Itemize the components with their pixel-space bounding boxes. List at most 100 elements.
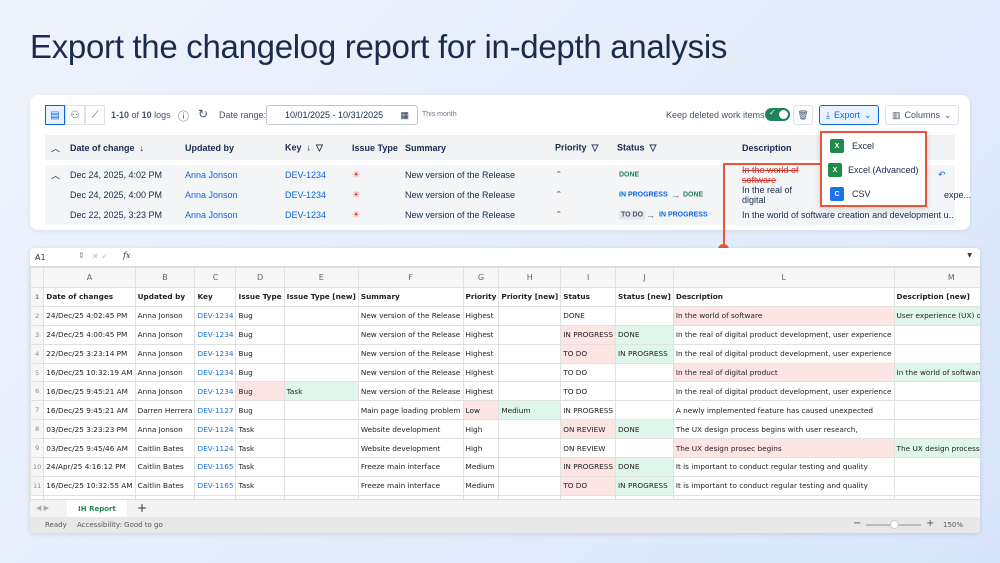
name-box-stepper[interactable]: ⇕ bbox=[78, 251, 85, 260]
sheet-header-cell[interactable]: Issue Type bbox=[235, 287, 285, 307]
sheet-header-cell[interactable]: Description [new] bbox=[893, 287, 980, 307]
sheet-cell[interactable]: 16/Dec/25 9:45:21 AM bbox=[43, 381, 136, 402]
sheet-cell[interactable]: DEV-1165 bbox=[194, 457, 237, 477]
sheet-cell[interactable]: Bug bbox=[235, 305, 285, 326]
sheet-cell[interactable] bbox=[283, 419, 359, 440]
sheet-header-cell[interactable]: Updated by bbox=[134, 287, 196, 307]
reset-icon[interactable]: ↻ bbox=[198, 107, 209, 121]
sheet-cell[interactable] bbox=[283, 438, 359, 459]
sheet-cell[interactable]: In the real of digital product developme… bbox=[672, 381, 895, 402]
column-header[interactable]: M bbox=[893, 267, 980, 288]
header-key[interactable]: Key ↓ ▽ bbox=[285, 142, 323, 152]
sheet-cell[interactable]: DONE bbox=[615, 324, 674, 345]
sheet-cell[interactable]: Anna Jonson bbox=[134, 343, 196, 364]
row-number[interactable]: 9 bbox=[30, 438, 45, 459]
sheet-cell[interactable]: IN PROGRESS bbox=[615, 343, 674, 364]
sheet-cell[interactable]: Anna Jonson bbox=[134, 362, 196, 383]
sheet-cell[interactable]: 03/Dec/25 3:23:23 PM bbox=[43, 419, 136, 440]
sheet-cell[interactable]: In the real of digital product developme… bbox=[672, 324, 895, 345]
sheet-cell[interactable] bbox=[283, 400, 359, 421]
sheet-cell[interactable]: Website development bbox=[357, 419, 464, 440]
zoom-in-icon[interactable]: + bbox=[926, 518, 935, 529]
export-excel-advanced[interactable]: X Excel (Advanced) bbox=[828, 163, 919, 177]
sheet-cell[interactable]: Bug bbox=[235, 381, 285, 402]
trash-icon[interactable]: 🗑 bbox=[793, 105, 813, 125]
sheet-cell[interactable] bbox=[615, 381, 674, 402]
chart-view-icon[interactable]: ⟋ bbox=[85, 105, 105, 125]
name-box[interactable]: A1 bbox=[35, 253, 46, 262]
sheet-cell[interactable]: DEV-1234 bbox=[194, 362, 237, 383]
cancel-icon[interactable]: ✕ ✓ bbox=[92, 252, 108, 261]
sheet-cell[interactable]: In the real of digital product developme… bbox=[672, 343, 895, 364]
row-number[interactable]: 11 bbox=[30, 475, 45, 496]
column-header[interactable]: I bbox=[560, 267, 617, 288]
sheet-cell[interactable] bbox=[283, 305, 359, 326]
expand-formula-icon[interactable]: ▼ bbox=[967, 252, 972, 259]
sheet-cell[interactable]: Bug bbox=[235, 362, 285, 383]
sheet-cell[interactable]: In the real of digital product bbox=[672, 362, 895, 383]
sheet-cell[interactable]: Anna Jonson bbox=[134, 324, 196, 345]
sheet-cell[interactable]: Freeze main interface bbox=[357, 475, 464, 496]
sheet-cell[interactable]: Highest bbox=[462, 324, 500, 345]
user-link[interactable]: Anna Jonson bbox=[185, 190, 238, 200]
sheet-cell[interactable]: Task bbox=[235, 419, 285, 440]
header-status[interactable]: Status ▽ bbox=[617, 142, 657, 152]
sheet-header-cell[interactable]: Status [new] bbox=[615, 287, 674, 307]
header-priority[interactable]: Priority ▽ bbox=[555, 142, 599, 152]
header-summary[interactable]: Summary bbox=[405, 142, 447, 153]
sheet-cell[interactable]: Darren Herrera bbox=[134, 400, 196, 421]
zoom-slider[interactable] bbox=[866, 520, 921, 529]
sheet-cell[interactable]: New version of the Release bbox=[357, 343, 464, 364]
sheet-cell[interactable]: Bug bbox=[235, 343, 285, 364]
info-icon[interactable]: ⓘ bbox=[178, 111, 189, 123]
column-header[interactable]: E bbox=[283, 267, 359, 288]
sheet-header-cell[interactable]: Status bbox=[560, 287, 617, 307]
sheet-cell[interactable] bbox=[283, 475, 359, 496]
sheet-cell[interactable]: IN PROGRESS bbox=[615, 475, 674, 496]
sheet-cell[interactable] bbox=[498, 438, 562, 459]
sheet-cell[interactable]: ON REVIEW bbox=[560, 419, 617, 440]
sheet-cell[interactable] bbox=[283, 362, 359, 383]
sheet-cell[interactable] bbox=[498, 457, 562, 477]
sheet-cell[interactable]: TO DO bbox=[560, 381, 617, 402]
sheet-cell[interactable]: Medium bbox=[462, 457, 500, 477]
sheet-cell[interactable]: IN PROGRESS bbox=[560, 400, 617, 421]
sheet-cell[interactable] bbox=[498, 419, 562, 440]
sheet-cell[interactable] bbox=[615, 438, 674, 459]
sheet-cell[interactable] bbox=[893, 457, 980, 477]
sheet-cell[interactable]: DONE bbox=[615, 457, 674, 477]
collapse-all-icon[interactable]: ︿ bbox=[51, 143, 61, 153]
sheet-cell[interactable]: The UX design prosec begins bbox=[672, 438, 895, 459]
sheet-cell[interactable]: Caitlin Bates bbox=[134, 475, 196, 496]
sheet-cell[interactable]: It is important to conduct regular testi… bbox=[672, 457, 895, 477]
sheet-cell[interactable]: DEV-1165 bbox=[194, 475, 237, 496]
row-number[interactable]: 7 bbox=[30, 400, 45, 421]
sheet-cell[interactable]: Task bbox=[235, 438, 285, 459]
row-number[interactable]: 5 bbox=[30, 362, 45, 383]
header-issue-type[interactable]: Issue Type bbox=[352, 142, 398, 153]
column-header[interactable]: L bbox=[672, 267, 895, 288]
row-number[interactable]: 1 bbox=[30, 287, 45, 307]
sheet-cell[interactable] bbox=[498, 362, 562, 383]
header-description[interactable]: Description bbox=[742, 142, 792, 153]
export-excel[interactable]: X Excel bbox=[830, 139, 874, 153]
key-link[interactable]: DEV-1234 bbox=[285, 170, 327, 180]
sheet-cell[interactable] bbox=[498, 305, 562, 326]
column-header[interactable]: B bbox=[134, 267, 196, 288]
sheet-header-cell[interactable]: Key bbox=[194, 287, 237, 307]
column-header[interactable]: J bbox=[615, 267, 674, 288]
sheet-cell[interactable] bbox=[893, 419, 980, 440]
sheet-cell[interactable]: In the world of software bbox=[893, 362, 980, 383]
sheet-cell[interactable]: IN PROGRESS bbox=[560, 324, 617, 345]
sheet-cell[interactable]: New version of the Release bbox=[357, 305, 464, 326]
sheet-cell[interactable]: High bbox=[462, 438, 500, 459]
sheet-cell[interactable]: Anna Jonson bbox=[134, 305, 196, 326]
row-number[interactable]: 3 bbox=[30, 324, 45, 345]
users-view-icon[interactable]: ⚇ bbox=[65, 105, 85, 125]
sheet-cell[interactable]: Highest bbox=[462, 362, 500, 383]
sheet-cell[interactable]: 24/Dec/25 4:00:45 PM bbox=[43, 324, 136, 345]
sheet-cell[interactable]: 22/Dec/25 3:23:14 PM bbox=[43, 343, 136, 364]
sheet-header-cell[interactable]: Date of changes bbox=[43, 287, 136, 307]
columns-button[interactable]: ▥ Columns ⌄ bbox=[885, 105, 959, 125]
sheet-cell[interactable]: DEV-1234 bbox=[194, 305, 237, 326]
